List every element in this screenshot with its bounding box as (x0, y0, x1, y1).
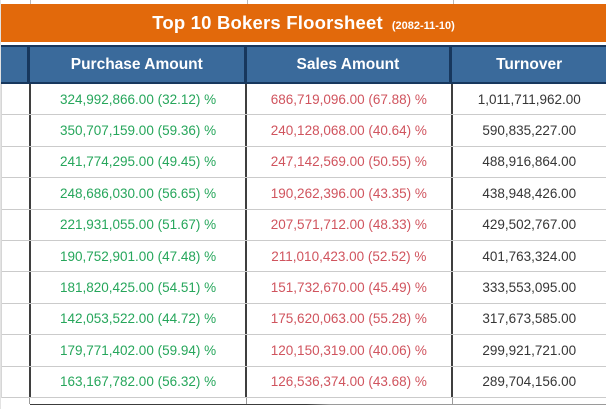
table-row: 324,992,866.00 (32.12) % 686,719,096.00 … (2, 84, 606, 116)
index-cell (2, 84, 31, 115)
turnover-cell: 317,673,585.00 (482, 311, 577, 327)
index-cell (2, 178, 31, 209)
header-cell-turnover: Turnover (496, 55, 563, 73)
index-cell (2, 366, 31, 397)
purchase-amount-cell: 241,774,295.00 (49.45) % (31, 146, 248, 178)
sales-amount-cell: 151,732,670.00 (45.49) % (247, 272, 453, 303)
turnover-cell: 333,553,095.00 (482, 280, 577, 296)
table-row: 221,931,055.00 (51.67) % 207,571,712.00 … (2, 209, 606, 241)
table-row: 163,167,782.00 (56.32) % 126,536,374.00 … (2, 366, 606, 398)
column-tick (453, 0, 454, 4)
title-bar: Top 10 Bokers Floorsheet (2082-11-10) (1, 4, 606, 42)
index-cell (2, 146, 31, 178)
index-cell (2, 303, 31, 335)
table-row: 181,820,425.00 (54.51) % 151,732,670.00 … (2, 272, 606, 304)
header-cell-sales: Sales Amount (247, 47, 453, 82)
sales-amount-cell: 686,719,096.00 (67.88) % (247, 84, 453, 115)
sales-amount-cell: 240,128,068.00 (40.64) % (247, 115, 453, 146)
turnover-cell: 401,763,324.00 (482, 248, 577, 264)
date-label: (2082-11-10) (391, 20, 455, 32)
table-row: 350,707,159.00 (59.36) % 240,128,068.00 … (2, 115, 606, 147)
page-title: Top 10 Bokers Floorsheet (152, 12, 383, 33)
turnover-cell: 590,835,227.00 (482, 123, 577, 139)
sales-amount-cell: 120,150,319.00 (40.06) % (247, 335, 453, 366)
table-body: 324,992,866.00 (32.12) % 686,719,096.00 … (1, 84, 606, 398)
turnover-cell: 1,011,711,962.00 (477, 91, 581, 107)
purchase-amount-cell: 142,053,522.00 (44.72) % (31, 303, 248, 335)
column-stub (452, 397, 453, 404)
table-row: 248,686,030.00 (56.65) % 190,262,396.00 … (2, 178, 606, 210)
index-cell (2, 209, 31, 240)
index-cell (2, 240, 31, 272)
purchase-amount-cell: 350,707,159.00 (59.36) % (31, 115, 248, 146)
sales-amount-cell: 175,620,063.00 (55.28) % (247, 303, 453, 335)
top-sliver (1, 0, 606, 4)
turnover-cell: 488,916,864.00 (482, 154, 577, 170)
header-cell-purchase: Purchase Amount (30, 47, 247, 82)
sales-amount-cell: 207,571,712.00 (48.33) % (247, 209, 453, 240)
sales-amount-cell: 211,010,423.00 (52.52) % (247, 240, 453, 272)
purchase-amount-cell: 221,931,055.00 (51.67) % (31, 209, 248, 240)
sales-amount-cell: 190,262,396.00 (43.35) % (247, 178, 453, 209)
sales-amount-cell: 126,536,374.00 (43.68) % (247, 366, 453, 397)
purchase-amount-cell: 181,820,425.00 (54.51) % (31, 272, 248, 303)
column-tick (247, 0, 248, 4)
purchase-amount-cell: 179,771,402.00 (59.94) % (31, 335, 248, 366)
index-cell (2, 335, 31, 366)
bottom-rule (30, 403, 606, 405)
table-row: 190,752,901.00 (47.48) % 211,010,423.00 … (2, 240, 606, 273)
turnover-cell: 289,704,156.00 (482, 374, 577, 390)
table-header-row: Purchase Amount Sales Amount Turnover (1, 45, 606, 84)
turnover-cell: 429,502,767.00 (482, 217, 577, 233)
purchase-amount-cell: 248,686,030.00 (56.65) % (31, 178, 248, 209)
turnover-cell: 299,921,721.00 (482, 342, 577, 358)
table-row: 179,771,402.00 (59.94) % 120,150,319.00 … (2, 335, 606, 367)
bottom-strip (1, 397, 606, 409)
purchase-amount-cell: 190,752,901.00 (47.48) % (31, 240, 248, 272)
table-row: 142,053,522.00 (44.72) % 175,620,063.00 … (2, 303, 606, 336)
column-tick (30, 0, 31, 4)
turnover-cell: 438,948,426.00 (482, 185, 577, 201)
table-row: 241,774,295.00 (49.45) % 247,142,569.00 … (2, 146, 606, 179)
divider (1, 42, 606, 45)
purchase-amount-cell: 163,167,782.00 (56.32) % (31, 366, 248, 397)
column-stub (29, 397, 30, 404)
index-cell (2, 272, 31, 303)
title-bar-inner: Top 10 Bokers Floorsheet (2082-11-10) (152, 4, 455, 34)
index-cell (2, 115, 31, 146)
sales-amount-cell: 247,142,569.00 (50.55) % (247, 146, 453, 178)
purchase-amount-cell: 324,992,866.00 (32.12) % (31, 84, 248, 115)
header-cell-index (1, 47, 30, 82)
column-stub (246, 397, 247, 404)
